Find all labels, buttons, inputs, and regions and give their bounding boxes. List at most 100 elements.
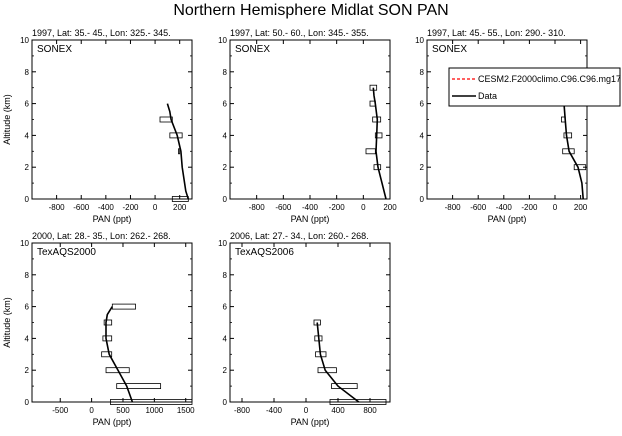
x-tick-label: -200 xyxy=(521,203,538,212)
x-tick-label: -800 xyxy=(234,406,251,415)
panel-2: 1997, Lat: 50.- 60., Lon: 345.- 355. -800… xyxy=(218,28,397,224)
legend-entry-model: CESM2.F2000climo.C96.C96.mg17 xyxy=(478,74,621,84)
x-axis-label: PAN (ppt) xyxy=(291,214,330,224)
y-tick-label: 0 xyxy=(25,195,30,204)
range-box xyxy=(159,116,173,123)
x-axis-label: PAN (ppt) xyxy=(93,214,132,224)
x-tick-label: -400 xyxy=(496,203,513,212)
x-tick-label: 1500 xyxy=(177,406,195,415)
panel-header: 1997, Lat: 50.- 60., Lon: 345.- 355. xyxy=(230,28,369,38)
y-tick-label: 6 xyxy=(223,100,228,109)
legend-entry-data: Data xyxy=(478,91,497,101)
range-box xyxy=(178,148,181,155)
y-tick-label: 10 xyxy=(218,36,227,45)
y-tick-label: 2 xyxy=(223,163,228,172)
y-tick-label: 2 xyxy=(420,163,425,172)
series-line-data xyxy=(372,87,387,200)
x-tick-label: 0 xyxy=(553,203,558,212)
panel-header: 1997, Lat: 45.- 55., Lon: 290.- 310. xyxy=(427,28,566,38)
campaign-label: TexAQS2000 xyxy=(37,247,96,258)
x-tick-label: 200 xyxy=(574,203,588,212)
x-axis-label: PAN (ppt) xyxy=(291,417,330,427)
y-tick-label: 4 xyxy=(223,334,228,343)
y-tick-label: 4 xyxy=(25,334,30,343)
y-tick-label: 2 xyxy=(25,163,30,172)
panel-1: 1997, Lat: 35.- 45., Lon: 325.- 345. -800… xyxy=(2,28,193,224)
y-tick-label: 10 xyxy=(20,239,29,248)
panel-4: 2000, Lat: 28.- 35., Lon: 262.- 268. -500… xyxy=(2,231,195,427)
y-tick-label: 0 xyxy=(25,398,30,407)
y-tick-label: 6 xyxy=(223,303,228,312)
y-tick-label: 6 xyxy=(25,303,30,312)
x-tick-label: -600 xyxy=(275,203,292,212)
y-axis-label: Altitude (km) xyxy=(2,94,12,145)
campaign-label: SONEX xyxy=(37,44,72,55)
y-tick-label: 0 xyxy=(223,398,228,407)
plot-frame xyxy=(426,39,588,200)
range-box xyxy=(116,383,162,390)
x-tick-label: -200 xyxy=(122,203,139,212)
x-tick-label: 200 xyxy=(173,203,187,212)
x-axis-label: PAN (ppt) xyxy=(488,214,527,224)
range-box xyxy=(563,132,573,139)
panel-header: 2000, Lat: 28.- 35., Lon: 262.- 268. xyxy=(32,231,171,241)
campaign-label: TexAQS2006 xyxy=(235,247,294,258)
range-box xyxy=(111,303,136,310)
y-tick-label: 10 xyxy=(218,239,227,248)
y-tick-label: 4 xyxy=(420,131,425,140)
plot-frame xyxy=(31,39,193,200)
series-line-data xyxy=(105,306,134,403)
y-tick-label: 4 xyxy=(223,131,228,140)
range-box xyxy=(374,132,383,139)
legend: CESM2.F2000climo.C96.C96.mg17 Data xyxy=(448,67,621,107)
range-box xyxy=(171,196,189,202)
range-box xyxy=(573,164,587,171)
x-tick-label: -600 xyxy=(470,203,487,212)
y-tick-label: 8 xyxy=(25,271,30,280)
x-tick-label: -800 xyxy=(249,203,266,212)
y-tick-label: 8 xyxy=(420,68,425,77)
x-tick-label: 200 xyxy=(383,203,397,212)
x-tick-label: 1000 xyxy=(145,406,163,415)
x-tick-label: 400 xyxy=(331,406,345,415)
range-box xyxy=(103,319,113,326)
x-tick-label: 500 xyxy=(116,406,130,415)
y-tick-label: 2 xyxy=(223,366,228,375)
y-tick-label: 4 xyxy=(25,131,30,140)
series-line-data xyxy=(166,103,190,200)
x-tick-label: 0 xyxy=(361,203,366,212)
range-box xyxy=(331,383,358,390)
y-tick-label: 8 xyxy=(223,68,228,77)
panel-5: 2006, Lat: 27.- 34., Lon: 260.- 268. -800… xyxy=(218,231,391,427)
y-tick-label: 2 xyxy=(25,366,30,375)
x-tick-label: -500 xyxy=(52,406,69,415)
x-tick-label: -200 xyxy=(329,203,346,212)
range-box xyxy=(102,335,113,342)
y-tick-label: 0 xyxy=(420,195,425,204)
range-box xyxy=(365,148,376,155)
range-box xyxy=(101,351,113,358)
x-tick-label: -400 xyxy=(266,406,283,415)
x-tick-label: -400 xyxy=(98,203,115,212)
panel-header: 2006, Lat: 27.- 34., Lon: 260.- 268. xyxy=(230,231,369,241)
x-tick-label: 800 xyxy=(363,406,377,415)
campaign-label: SONEX xyxy=(235,44,270,55)
x-tick-label: 0 xyxy=(153,203,158,212)
x-tick-label: 0 xyxy=(304,406,309,415)
y-axis-label: Altitude (km) xyxy=(2,297,12,348)
x-tick-label: -400 xyxy=(302,203,319,212)
legend-box xyxy=(448,67,621,107)
panel-3: 1997, Lat: 45.- 55., Lon: 290.- 310. -800… xyxy=(415,28,621,224)
plot-frame xyxy=(229,39,391,200)
y-tick-label: 10 xyxy=(415,36,424,45)
range-box xyxy=(105,367,130,374)
x-tick-label: 0 xyxy=(89,406,94,415)
range-box xyxy=(110,399,193,405)
x-tick-label: -800 xyxy=(49,203,66,212)
panel-header: 1997, Lat: 35.- 45., Lon: 325.- 345. xyxy=(32,28,171,38)
y-tick-label: 8 xyxy=(25,68,30,77)
y-tick-label: 8 xyxy=(223,271,228,280)
x-axis-label: PAN (ppt) xyxy=(93,417,132,427)
